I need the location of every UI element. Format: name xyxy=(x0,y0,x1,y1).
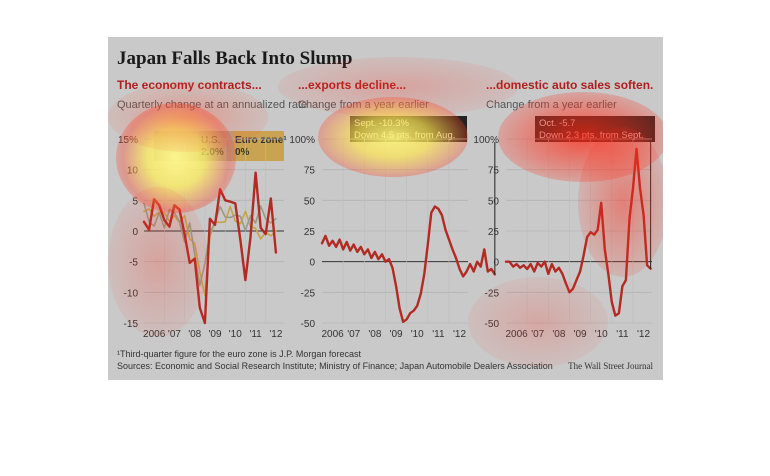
x-tick-label: '12 xyxy=(637,329,650,340)
y-tick-label: -50 xyxy=(485,319,500,330)
y-tick-label: 50 xyxy=(304,196,316,207)
panel-heading: ...exports decline... xyxy=(298,78,406,92)
legend: U.S. 2.0% Euro zone¹ 0% xyxy=(154,131,287,161)
x-tick-label: '10 xyxy=(595,329,608,340)
x-tick-label: 2006 xyxy=(321,329,344,340)
x-tick-label: '10 xyxy=(411,329,424,340)
y-tick-label: 75 xyxy=(488,166,500,177)
x-tick-label: '07 xyxy=(531,329,544,340)
panel-heading: The economy contracts... xyxy=(117,78,262,92)
panel-subtitle: Change from a year earlier xyxy=(298,99,429,111)
y-tick-label: 0 xyxy=(309,258,315,269)
x-tick-label: '12 xyxy=(453,329,466,340)
y-tick-label: 5 xyxy=(132,196,138,207)
panel-subtitle: Change from a year earlier xyxy=(486,99,617,111)
y-tick-label: -25 xyxy=(301,288,316,299)
x-tick-label: '11 xyxy=(432,329,445,340)
chart-canvas: Japan Falls Back Into Slump The economy … xyxy=(117,48,655,371)
y-tick-label: 100% xyxy=(289,135,315,146)
y-tick-label: -25 xyxy=(485,288,500,299)
series-line-japan xyxy=(142,171,278,325)
credit: The Wall Street Journal xyxy=(568,361,653,371)
panel-auto-sales: ...domestic auto sales soften. Change fr… xyxy=(473,78,655,340)
y-tick-label: 50 xyxy=(488,196,500,207)
legend-us-value: 2.0% xyxy=(201,147,224,158)
x-tick-label: '08 xyxy=(188,329,201,340)
y-tick-label: 0 xyxy=(132,227,138,238)
callout-line1: Sept. -10.3% xyxy=(354,118,409,129)
panel-subtitle: Quarterly change at an annualized rate xyxy=(117,99,307,111)
footnote: ¹Third-quarter figure for the euro zone … xyxy=(117,349,361,359)
y-tick-label: -5 xyxy=(129,258,138,269)
legend-euro-label: Euro zone¹ xyxy=(235,135,287,146)
y-tick-label: 75 xyxy=(304,166,316,177)
x-tick-label: '07 xyxy=(347,329,360,340)
x-tick-label: 2006 xyxy=(143,329,166,340)
figure-title: Japan Falls Back Into Slump xyxy=(117,48,352,69)
sources: Sources: Economic and Social Research In… xyxy=(117,361,553,371)
legend-japan-box xyxy=(154,131,199,161)
x-tick-label: '09 xyxy=(390,329,403,340)
y-tick-label: 10 xyxy=(127,166,139,177)
y-tick-label: 25 xyxy=(488,227,500,238)
y-tick-label: 100% xyxy=(473,135,499,146)
y-tick-label: 0 xyxy=(493,258,499,269)
x-tick-label: '11 xyxy=(249,329,262,340)
x-tick-label: '10 xyxy=(229,329,242,340)
legend-euro-value: 0% xyxy=(235,147,250,158)
x-tick-label: '12 xyxy=(269,329,282,340)
x-tick-label: '08 xyxy=(368,329,381,340)
x-tick-label: '08 xyxy=(552,329,565,340)
panel-exports: ...exports decline... Change from a year… xyxy=(289,78,496,340)
series-line-japan xyxy=(320,205,496,323)
y-tick-label: 15% xyxy=(118,135,138,146)
legend-euro-box xyxy=(233,131,284,161)
chart-figure: Japan Falls Back Into Slump The economy … xyxy=(108,37,663,380)
x-tick-label: '07 xyxy=(168,329,181,340)
y-tick-label: 25 xyxy=(304,227,316,238)
x-tick-label: '11 xyxy=(616,329,629,340)
y-tick-label: -10 xyxy=(124,288,139,299)
panel-heading: ...domestic auto sales soften. xyxy=(486,78,653,92)
y-tick-label: -15 xyxy=(124,319,139,330)
series-line-japan xyxy=(504,147,652,317)
x-tick-label: 2006 xyxy=(505,329,528,340)
panel-economy: The economy contracts... Quarterly chang… xyxy=(117,78,307,340)
x-tick-label: '09 xyxy=(574,329,587,340)
x-tick-label: '09 xyxy=(208,329,221,340)
callout-line1: Oct. -5.7 xyxy=(539,118,575,129)
y-tick-label: -50 xyxy=(301,319,316,330)
legend-us-label: U.S. xyxy=(201,135,220,146)
